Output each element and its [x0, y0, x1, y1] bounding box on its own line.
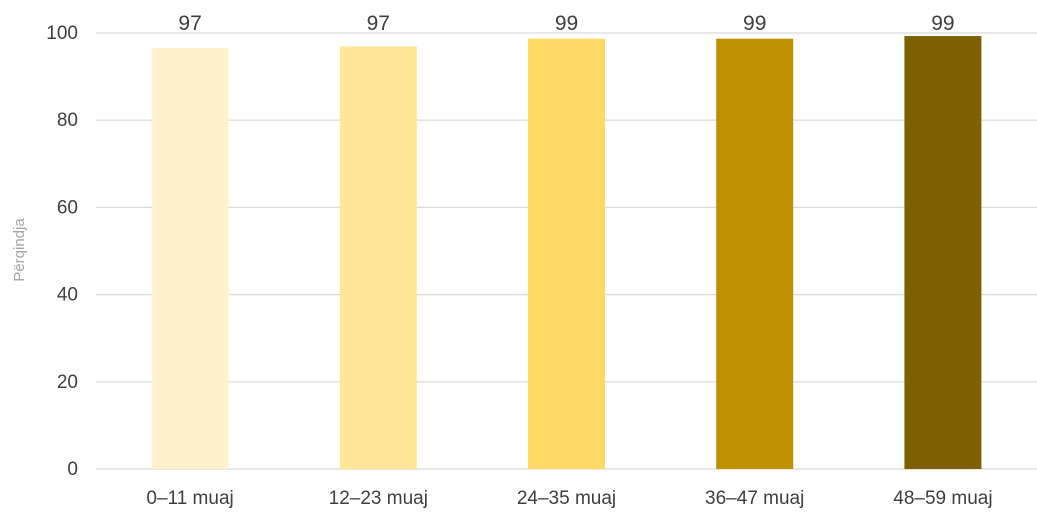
y-axis-ticks: 0 20 40 60 80 100 [46, 23, 78, 480]
x-tick-label-5: 48–59 muaj [893, 488, 992, 509]
x-tick-label-3: 24–35 muaj [517, 488, 616, 509]
x-tick-label-1: 0–11 muaj [146, 488, 233, 509]
data-labels: 97 97 99 99 99 [178, 12, 954, 35]
bar-4 [716, 38, 794, 469]
y-tick-label: 60 [57, 197, 78, 218]
data-label-2: 97 [367, 12, 390, 35]
y-tick-label: 80 [57, 110, 78, 131]
x-tick-label-2: 12–23 muaj [329, 488, 428, 509]
data-label-5: 99 [931, 12, 954, 35]
x-axis-ticks: 0–11 muaj 12–23 muaj 24–35 muaj 36–47 muaj 4… [146, 488, 992, 509]
y-axis-label: Përqindja [11, 218, 28, 282]
bar-5 [904, 36, 982, 469]
data-label-1: 97 [178, 12, 201, 35]
bars [151, 36, 982, 470]
y-tick-label: 40 [57, 285, 78, 306]
y-tick-label: 20 [57, 372, 78, 393]
bar-2 [339, 46, 417, 470]
y-tick-label: 0 [67, 459, 78, 480]
x-tick-label-4: 36–47 muaj [705, 488, 804, 509]
y-tick-label: 100 [46, 23, 78, 44]
data-label-3: 99 [555, 12, 578, 35]
bar-1 [151, 47, 229, 469]
bar-3 [528, 38, 605, 469]
data-label-4: 99 [743, 12, 766, 35]
